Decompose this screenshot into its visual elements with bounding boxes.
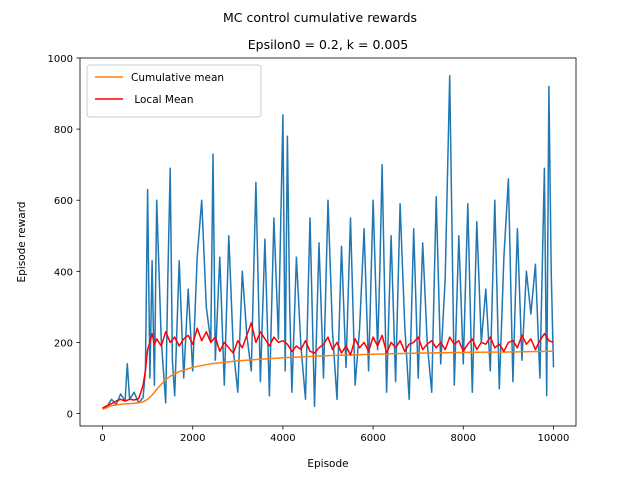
series-line-local-mean — [102, 322, 554, 409]
legend-box — [86, 64, 262, 118]
x-tick-label: 0 — [99, 433, 105, 444]
plot-frame — [79, 57, 577, 427]
plot-area — [102, 75, 555, 410]
x-tick-label: 6000 — [360, 433, 385, 444]
chart-suptitle: MC control cumulative rewards — [223, 10, 417, 25]
axis-ticks: 0 2000 4000 6000 8000 10000 0 200 400 600 800 1000 — [48, 54, 570, 444]
x-tick-label: 4000 — [270, 433, 295, 444]
legend-label: Cumulative mean — [131, 72, 224, 84]
y-axis-label: Episode reward — [16, 202, 28, 283]
legend: Cumulative mean Local Mean — [86, 64, 262, 118]
x-tick-label: 10000 — [538, 433, 570, 444]
x-tick-label: 8000 — [451, 433, 476, 444]
y-tick-label: 600 — [54, 196, 73, 207]
y-tick-label: 400 — [54, 267, 73, 278]
x-tick-label: 2000 — [180, 433, 205, 444]
x-axis-label: Episode — [307, 458, 348, 470]
series-line-cumulative-mean — [102, 350, 554, 410]
legend-label: Local Mean — [131, 94, 194, 106]
y-tick-label: 200 — [54, 338, 73, 349]
y-tick-label: 800 — [54, 125, 73, 136]
y-tick-label: 1000 — [48, 54, 73, 65]
chart-title: Epsilon0 = 0.2, k = 0.005 — [248, 37, 409, 52]
series-line-episode-reward — [102, 75, 555, 409]
y-tick-label: 0 — [67, 410, 73, 421]
